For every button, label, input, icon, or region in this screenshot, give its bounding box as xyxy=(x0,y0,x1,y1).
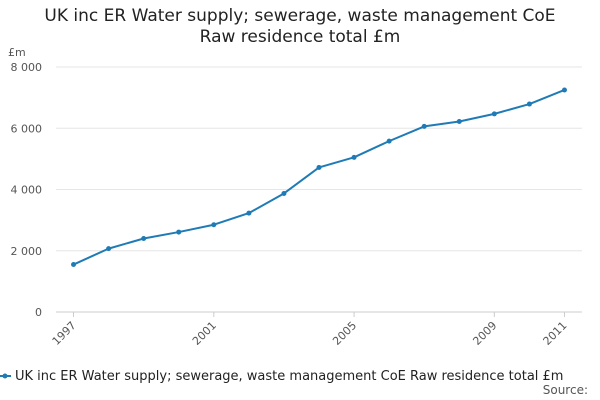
data-point[interactable] xyxy=(141,236,147,241)
data-point[interactable] xyxy=(421,123,427,129)
y-tick-label: 6 000 xyxy=(11,122,43,135)
data-point[interactable] xyxy=(456,119,462,125)
series-layer xyxy=(71,87,567,268)
x-tick-label: 2011 xyxy=(541,319,570,348)
data-point[interactable] xyxy=(526,101,532,107)
data-point[interactable] xyxy=(491,111,497,117)
chart-title-line-1: UK inc ER Water supply; sewerage, waste … xyxy=(44,6,556,26)
data-point[interactable] xyxy=(316,164,322,170)
data-point[interactable] xyxy=(71,262,77,268)
x-tick-label: 2005 xyxy=(330,319,359,348)
y-tick-label: 4 000 xyxy=(11,184,43,197)
data-point[interactable] xyxy=(246,210,252,216)
y-tick-label: 0 xyxy=(35,306,42,319)
data-point[interactable] xyxy=(211,222,217,228)
x-tick-label: 1997 xyxy=(50,319,79,348)
data-point[interactable] xyxy=(386,138,392,144)
data-point[interactable] xyxy=(281,190,287,196)
source-label: Source: xyxy=(543,383,588,397)
chart-title-line-2: Raw residence total £m xyxy=(199,27,401,47)
legend-swatch-marker[interactable] xyxy=(2,373,8,379)
axis-layer: 0 2 000 4 000 6 000 8 000 1997 2001 2005 2009 201… xyxy=(11,61,582,348)
y-axis-unit-label: £m xyxy=(8,46,26,59)
y-tick-label: 8 000 xyxy=(11,61,43,74)
y-tick-label: 2 000 xyxy=(11,245,43,258)
x-tick-label: 2009 xyxy=(470,319,499,348)
data-point[interactable] xyxy=(561,87,567,93)
legend-label[interactable]: UK inc ER Water supply; sewerage, waste … xyxy=(15,369,563,384)
legend: UK inc ER Water supply; sewerage, waste … xyxy=(0,369,563,384)
data-point[interactable] xyxy=(106,246,112,252)
series-line[interactable] xyxy=(73,89,565,266)
x-tick-label: 2001 xyxy=(190,319,219,348)
data-point[interactable] xyxy=(351,154,357,160)
data-point[interactable] xyxy=(176,229,182,235)
grid-layer xyxy=(56,66,582,252)
